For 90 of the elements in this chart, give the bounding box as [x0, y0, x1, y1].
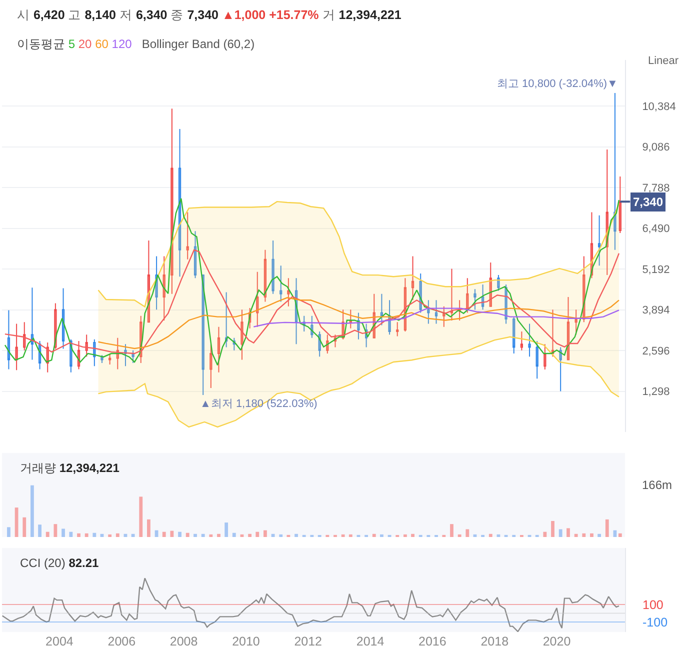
y-tick-label: 3,894: [642, 304, 670, 317]
bar: [69, 532, 73, 537]
text: 20: [78, 37, 92, 51]
bar: [466, 529, 470, 537]
bar: [618, 533, 622, 537]
bar: [178, 532, 182, 537]
line-series: [98, 336, 620, 428]
bar: [201, 534, 205, 537]
bar: [232, 532, 236, 537]
bar: [411, 534, 414, 537]
x-tick-label: 2014: [356, 634, 384, 648]
bar: [279, 534, 283, 537]
bar: [116, 533, 120, 537]
annotation: 최고 10,800 (-32.04%)▼: [497, 78, 618, 90]
bar: [131, 534, 135, 537]
bar: [30, 485, 34, 537]
line-series: [4, 198, 620, 366]
bar: [84, 533, 88, 537]
bar: [488, 534, 492, 537]
bar: [162, 532, 166, 537]
bar: [582, 533, 586, 537]
bar: [62, 528, 65, 537]
bar: [574, 534, 578, 537]
y-tick-label: 6,490: [642, 223, 670, 236]
bar: [566, 528, 570, 537]
line-series: [2, 578, 620, 632]
x-tick-label: 2016: [418, 634, 446, 648]
text: Bollinger Band (60,2): [142, 37, 255, 51]
y-tick-label: -100: [642, 615, 668, 630]
bar: [348, 534, 352, 537]
bar: [403, 534, 407, 537]
line-series: [98, 200, 620, 308]
y-axis-title: Linear: [648, 55, 679, 67]
bar: [341, 534, 345, 537]
y-tick-label: 2,596: [642, 345, 670, 358]
text: 166m: [642, 478, 672, 492]
x-tick-label: 2020: [542, 634, 571, 648]
bar: [22, 517, 26, 537]
y-tick-label: 10,384: [642, 100, 676, 113]
bar: [209, 534, 213, 537]
bar: [458, 534, 462, 537]
bar: [77, 533, 80, 537]
bar: [54, 524, 58, 537]
x-tick-label: 2012: [294, 634, 322, 648]
bar: [450, 524, 454, 537]
chart-title: 시 6,420 고 8,140 저 6,340 종 7,340 ▲1,000 +15.77% 거 12,394,221: [17, 8, 402, 22]
y-tick-label: 5,192: [642, 264, 670, 276]
bar: [605, 519, 609, 537]
x-tick-label: 2010: [232, 634, 260, 648]
bar: [294, 534, 298, 537]
annotation: 7,340: [633, 195, 664, 209]
bar: [7, 527, 10, 537]
bar: [186, 532, 190, 537]
bar: [108, 534, 112, 537]
bar: [558, 529, 562, 537]
bar: [264, 530, 267, 537]
bar: [598, 534, 601, 537]
bar: [14, 508, 18, 537]
text: 120: [112, 37, 132, 51]
x-tick-label: 2006: [108, 634, 136, 648]
text: CCI (20) 82.21: [20, 556, 100, 570]
bar: [38, 524, 42, 537]
x-tick-label: 2004: [46, 634, 74, 648]
line-series: [98, 297, 620, 350]
y-tick-label: 100: [642, 598, 664, 612]
bar: [139, 496, 143, 537]
bar: [543, 532, 547, 537]
bar: [170, 530, 174, 537]
bar: [551, 520, 554, 537]
bar: [248, 534, 252, 537]
legend-title: 이동평균: [17, 37, 65, 51]
bar: [256, 532, 260, 537]
text: 60: [95, 37, 109, 51]
y-tick-label: 7,788: [642, 182, 670, 194]
bar: [46, 532, 50, 537]
bar: [194, 534, 197, 537]
bar: [224, 522, 228, 537]
bar: [217, 534, 220, 537]
annotation: ▲최저 1,180 (522.03%): [200, 398, 318, 410]
text: 5: [68, 37, 76, 51]
x-tick-label: 2018: [480, 634, 509, 648]
y-tick-label: 1,298: [642, 386, 670, 398]
bar: [590, 533, 594, 537]
bar: [92, 532, 96, 537]
chart-title: 거래량 12,394,221: [20, 461, 120, 475]
bar: [147, 519, 150, 537]
x-tick-label: 2008: [170, 634, 198, 648]
bar: [380, 534, 384, 537]
bar: [372, 534, 376, 537]
y-tick-label: 9,086: [642, 142, 670, 154]
